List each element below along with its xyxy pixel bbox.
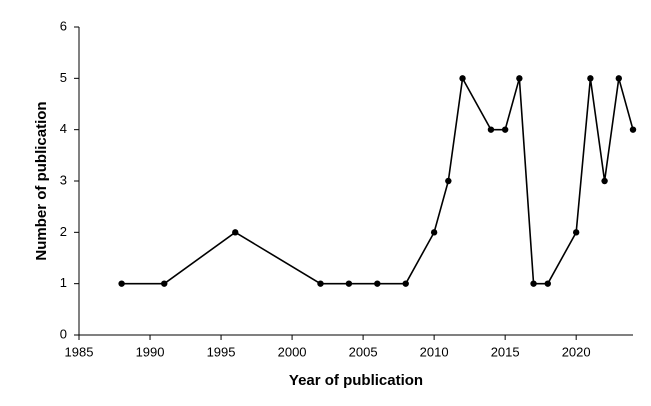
data-point <box>601 177 608 185</box>
data-point <box>516 75 523 82</box>
x-tick-label: 2015 <box>491 344 520 359</box>
data-point <box>402 280 409 287</box>
x-tick-label: 1995 <box>207 344 236 359</box>
y-tick-label: 6 <box>60 18 67 33</box>
x-tick-label: 1990 <box>136 344 165 359</box>
y-tick-label: 5 <box>60 70 67 85</box>
data-point <box>317 280 324 287</box>
x-tick-label: 2005 <box>349 344 378 359</box>
data-point <box>161 280 168 287</box>
data-point <box>615 75 622 82</box>
data-point <box>445 177 452 185</box>
data-point <box>487 126 495 133</box>
series-line <box>121 75 634 285</box>
data-point <box>118 280 125 287</box>
data-point <box>572 229 580 236</box>
data-point <box>629 126 637 133</box>
x-axis-title: Year of publication <box>289 372 423 389</box>
data-point <box>544 280 551 287</box>
y-tick-label: 4 <box>60 121 67 136</box>
y-tick-label: 0 <box>60 326 67 341</box>
data-point <box>345 280 353 287</box>
x-tick-label: 2000 <box>278 344 307 359</box>
data-point <box>232 229 239 236</box>
y-tick-label: 2 <box>60 224 67 239</box>
x-tick-label: 2010 <box>420 344 449 359</box>
data-point <box>459 75 466 82</box>
y-tick-label: 1 <box>60 275 67 290</box>
data-point <box>374 280 381 287</box>
data-point <box>501 126 509 133</box>
x-tick-label: 2020 <box>562 344 591 359</box>
y-axis-title: Number of publication <box>33 101 50 260</box>
x-tick-label: 1985 <box>65 344 94 359</box>
data-point <box>587 75 594 82</box>
y-tick-label: 3 <box>60 172 67 187</box>
data-point <box>530 280 537 287</box>
data-point <box>430 229 438 236</box>
